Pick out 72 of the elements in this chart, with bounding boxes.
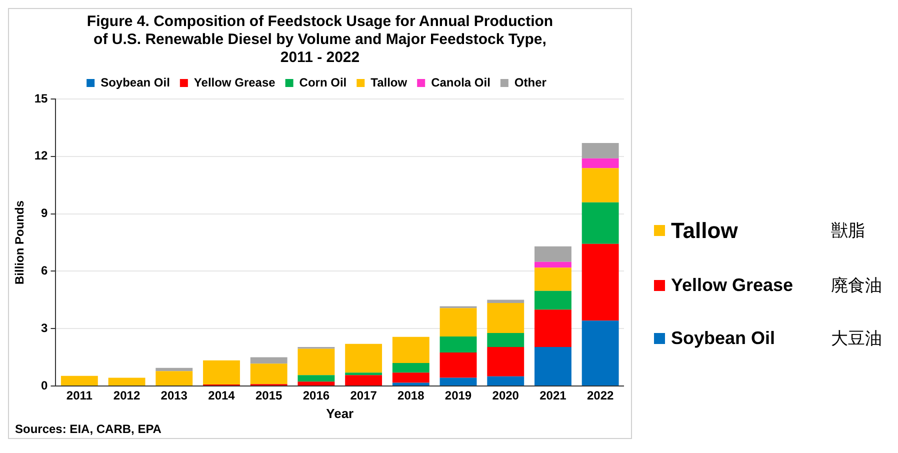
bar [582, 244, 619, 321]
x-tick-label: 2020 [492, 388, 520, 403]
bar [487, 346, 524, 376]
bar [392, 382, 430, 386]
x-tick-label: 2022 [586, 388, 614, 403]
bar [487, 333, 524, 347]
x-tick-label: 2017 [350, 388, 378, 403]
bar [345, 372, 382, 376]
legend-label: Canola Oil [431, 75, 490, 90]
source-note: Sources: EIA, CARB, EPA [14, 422, 162, 436]
bar [345, 344, 382, 373]
bar [392, 363, 430, 373]
x-tick-label: 2013 [160, 388, 188, 403]
text: 大豆油 [831, 328, 882, 350]
x-tick-label: 2011 [66, 388, 93, 403]
bar [156, 368, 193, 372]
bar [534, 346, 572, 386]
bar [582, 168, 619, 202]
bar [60, 376, 98, 386]
bar [582, 143, 619, 158]
bar [440, 378, 477, 386]
bar [582, 158, 619, 168]
bar [392, 336, 430, 364]
y-tick-label: 3 [41, 320, 48, 335]
bar [534, 268, 572, 291]
legend-label: Soybean Oil [100, 75, 170, 90]
text: 廃食油 [831, 274, 882, 296]
bar [582, 320, 619, 386]
x-tick-label: 2018 [398, 388, 425, 403]
bar [440, 336, 477, 353]
bar [534, 262, 572, 268]
bar [156, 371, 193, 386]
bar [487, 302, 524, 333]
bar [440, 308, 477, 336]
text: 獣脂 [831, 220, 865, 242]
y-tick-label: 6 [41, 264, 48, 278]
bar [203, 360, 240, 384]
x-tick-label: 2019 [444, 388, 472, 403]
legend-label: Corn Oil [299, 75, 347, 90]
x-tick-label: 2021 [540, 388, 567, 403]
legend-label: Tallow [370, 75, 408, 90]
text: Yellow Grease [671, 274, 794, 296]
chart-title: Figure 4. Composition of Feedstock Usage for Annual Production of U.S. Renewable Diesel by Volume and Major Feedstock Type, 2011 - 2022 [86, 13, 554, 67]
bar [250, 357, 288, 364]
legend-label: Other [514, 75, 547, 90]
bar [534, 246, 572, 262]
text: Tallow [671, 218, 739, 244]
x-tick-label: 2016 [302, 388, 330, 403]
bar [534, 290, 572, 310]
bar [298, 348, 335, 376]
bar [534, 310, 572, 347]
y-tick-label: 0 [41, 378, 48, 392]
bar [392, 372, 430, 383]
x-tick-label: 2014 [208, 388, 236, 403]
bar [440, 352, 477, 378]
y-axis-title: Billion Pounds [12, 200, 27, 284]
text: Soybean Oil [671, 328, 776, 348]
bar [345, 375, 382, 386]
x-tick-label: 2012 [113, 388, 140, 403]
bar [487, 300, 524, 303]
bar [298, 382, 335, 386]
bar [250, 364, 288, 384]
x-tick-label: 2015 [255, 388, 283, 403]
y-tick-label: 9 [41, 206, 48, 220]
bar [487, 376, 524, 386]
y-tick-label: 15 [34, 91, 48, 106]
bar [298, 375, 335, 382]
x-axis-title: Year [326, 406, 354, 421]
bar [108, 378, 146, 386]
bar [582, 202, 619, 244]
legend-label: Yellow Grease [194, 75, 276, 90]
y-tick-label: 12 [34, 148, 48, 163]
